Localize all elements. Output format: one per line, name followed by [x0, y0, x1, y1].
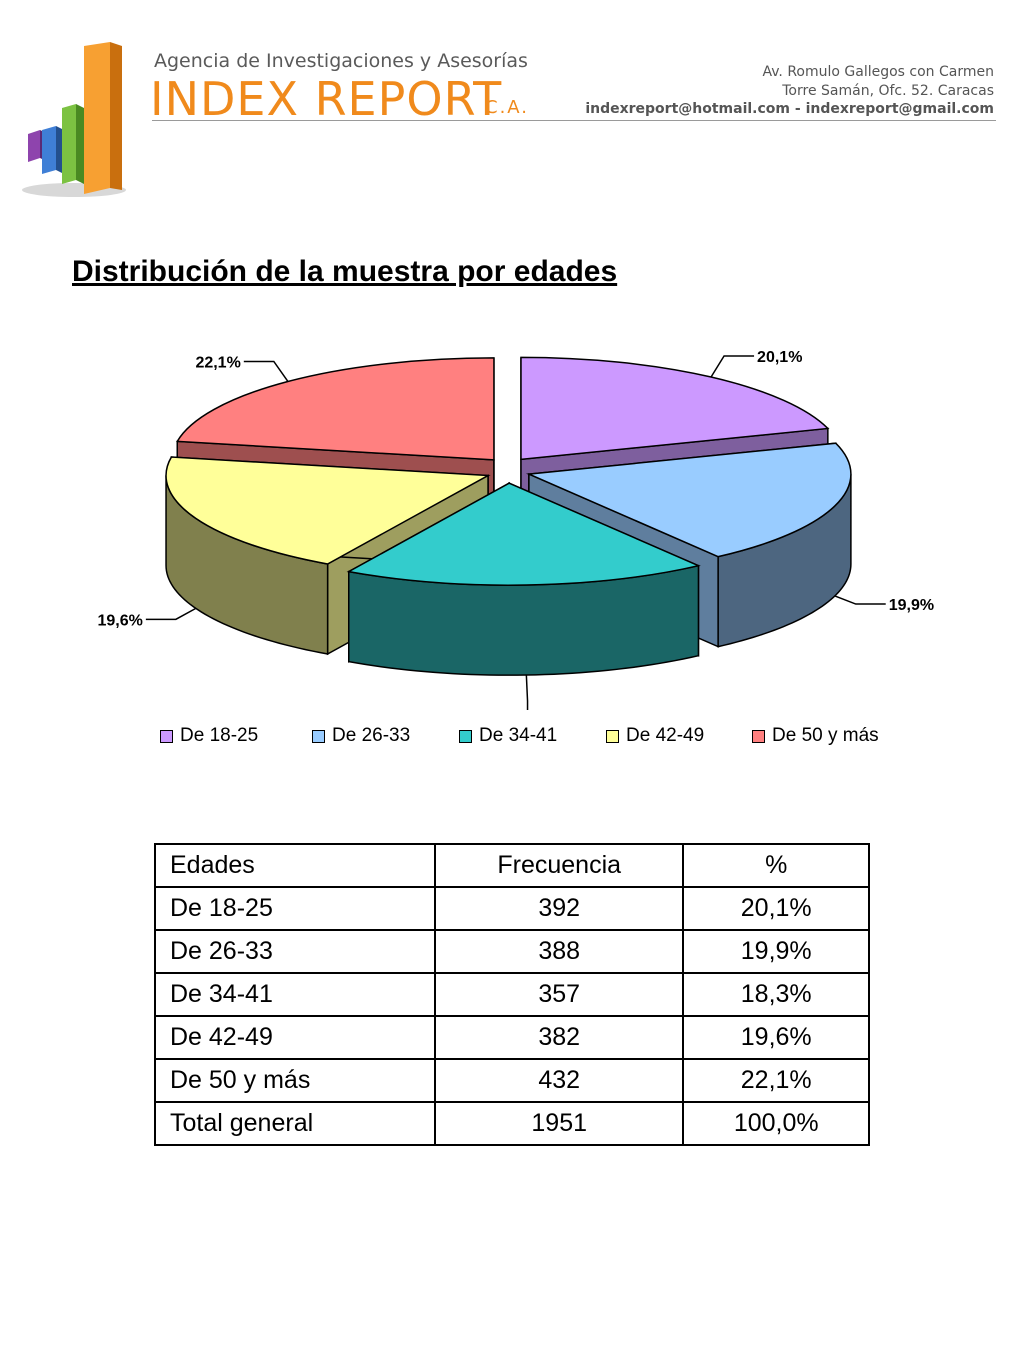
legend-item: De 26-33 — [312, 725, 410, 747]
row-percent: 20,1% — [682, 886, 870, 931]
total-percent: 100,0% — [682, 1101, 870, 1146]
data-label-leader — [145, 607, 197, 621]
row-frequency: 382 — [433, 1015, 685, 1060]
legend-label: De 42-49 — [626, 725, 705, 746]
total-label: Total general — [154, 1101, 436, 1146]
brand-suffix: C.A. — [485, 97, 530, 118]
data-label-leader — [710, 355, 755, 378]
legend-swatch — [459, 729, 472, 743]
legend-label: De 26-33 — [332, 725, 411, 746]
legend-item: De 50 y más — [752, 725, 879, 747]
contact-emails: indexreport@hotmail.com - indexreport@gm… — [585, 101, 994, 117]
legend-item: De 18-25 — [160, 725, 258, 747]
page-title: Distribución de la muestra por edades — [72, 255, 618, 288]
legend-label: De 50 y más — [772, 725, 879, 746]
table-row: De 18-25 392 20,1% — [154, 886, 870, 931]
data-label: 19,9% — [889, 597, 934, 614]
table-row: De 42-49 382 19,6% — [154, 1015, 870, 1060]
table-header-row: Edades Frecuencia % — [154, 843, 870, 888]
row-age-range: De 26-33 — [154, 929, 436, 974]
table-row: De 26-33 388 19,9% — [154, 929, 870, 974]
index-report-logo — [22, 42, 126, 197]
row-age-range: De 50 y más — [154, 1058, 436, 1103]
total-frequency: 1951 — [433, 1101, 685, 1146]
data-label-leader — [243, 360, 289, 382]
row-percent: 22,1% — [682, 1058, 870, 1103]
row-age-range: De 42-49 — [154, 1015, 436, 1060]
data-label-leader — [525, 675, 529, 710]
logo-bar-blue — [42, 126, 64, 174]
legend-swatch — [160, 729, 173, 743]
legend-label: De 34-41 — [479, 725, 558, 746]
legend-label: De 18-25 — [180, 725, 259, 746]
column-header-percent: % — [682, 843, 870, 888]
table-row: De 34-41 357 18,3% — [154, 972, 870, 1017]
data-label: 19,6% — [97, 612, 142, 629]
age-distribution-pie-chart: 20,1%19,9%18,3%19,6%22,1% — [97, 349, 934, 710]
table-row: De 50 y más 432 22,1% — [154, 1058, 870, 1103]
logo-bar-orange — [84, 42, 122, 194]
row-frequency: 357 — [433, 972, 685, 1017]
column-header-edades: Edades — [154, 843, 436, 888]
agency-name: Agencia de Investigaciones y Asesorías — [154, 50, 528, 72]
pie-slice — [346, 481, 701, 676]
row-percent: 19,9% — [682, 929, 870, 974]
chart-legend: De 18-25 De 26-33 De 34-41 De 42-49 De 50 y … — [0, 725, 1024, 749]
legend-item: De 42-49 — [606, 725, 704, 747]
table-total-row: Total general 1951 100,0% — [154, 1101, 870, 1146]
logo-bar-green — [62, 104, 84, 184]
row-age-range: De 18-25 — [154, 886, 436, 931]
row-frequency: 392 — [433, 886, 685, 931]
data-label-leader — [834, 595, 886, 605]
row-age-range: De 34-41 — [154, 972, 436, 1017]
brand-name: INDEX REPORT — [150, 72, 503, 126]
legend-swatch — [606, 729, 619, 743]
row-percent: 18,3% — [682, 972, 870, 1017]
row-percent: 19,6% — [682, 1015, 870, 1060]
legend-swatch — [752, 729, 765, 743]
data-label: 20,1% — [757, 349, 802, 366]
header-divider — [152, 120, 996, 121]
row-frequency: 388 — [433, 929, 685, 974]
legend-swatch — [312, 729, 325, 743]
data-label: 22,1% — [195, 354, 240, 371]
address-line-1: Av. Romulo Gallegos con Carmen — [762, 64, 994, 80]
address-line-2: Torre Samán, Ofc. 52. Caracas — [782, 83, 994, 99]
row-frequency: 432 — [433, 1058, 685, 1103]
age-frequency-table: Edades Frecuencia % De 18-25 392 20,1% D… — [154, 843, 870, 1146]
column-header-frecuencia: Frecuencia — [433, 843, 685, 888]
legend-item: De 34-41 — [459, 725, 557, 747]
